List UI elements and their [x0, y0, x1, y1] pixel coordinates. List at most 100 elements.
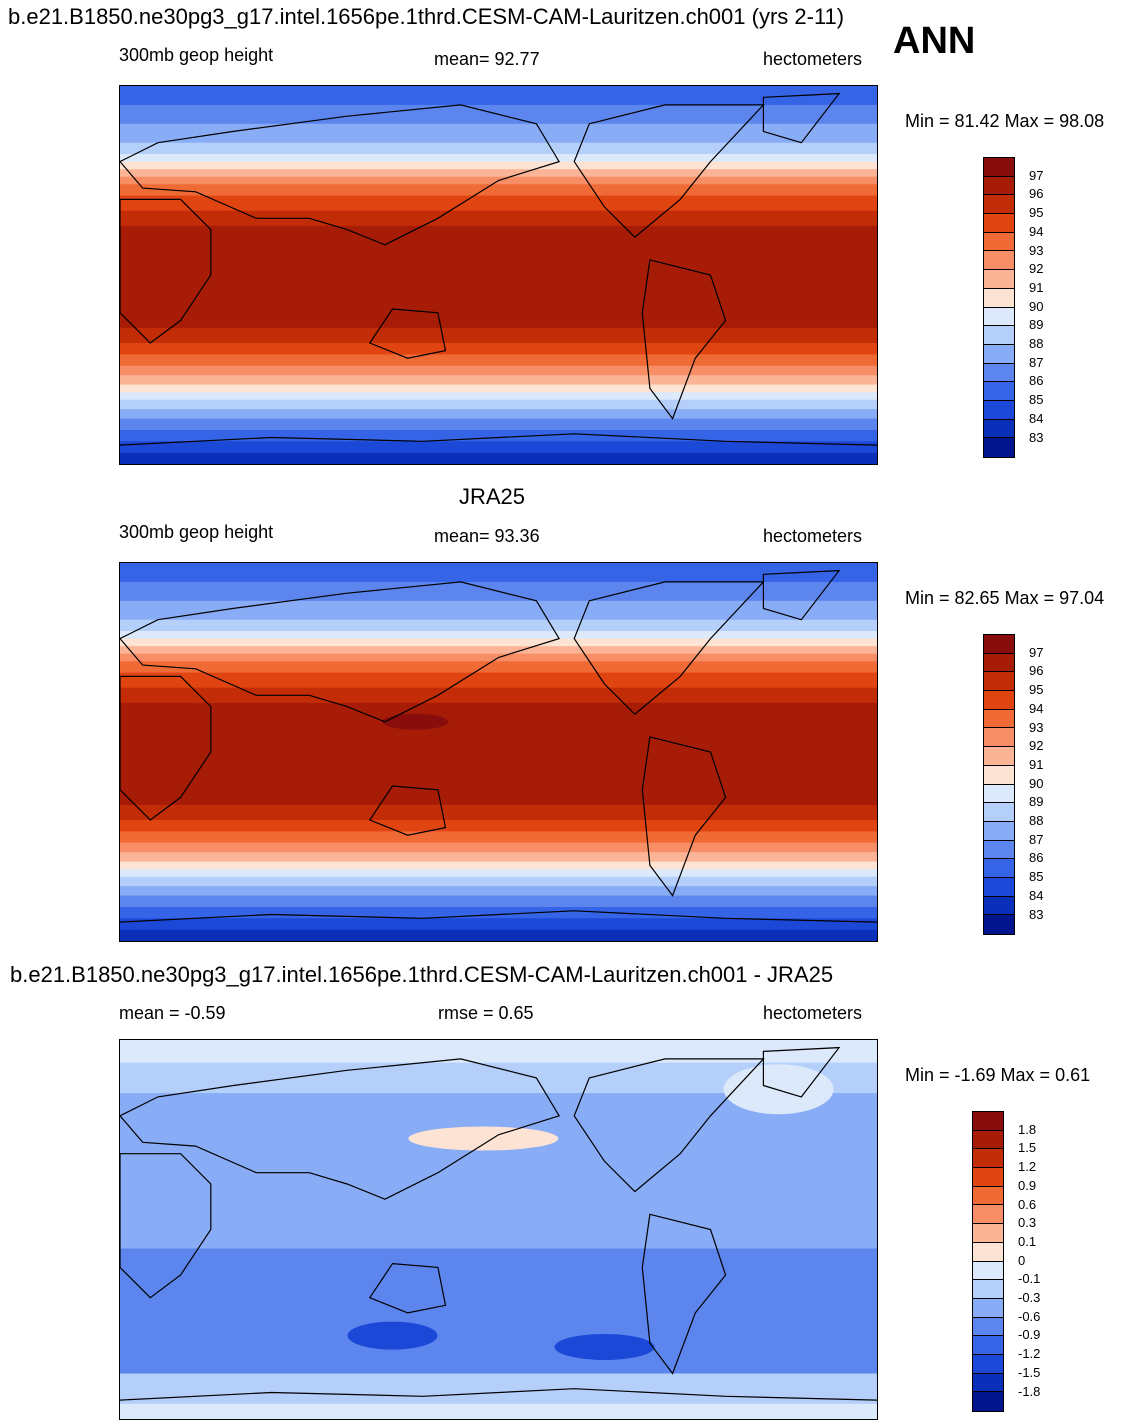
coastline — [641, 1213, 727, 1375]
coastline — [368, 308, 447, 359]
map-contour-band — [120, 1373, 877, 1405]
colorbar-swatch — [973, 1205, 1003, 1225]
colorbar-label: 87 — [1029, 354, 1044, 370]
colorbar-label: 1.5 — [1018, 1140, 1037, 1156]
map-contour-band — [120, 430, 877, 442]
coastline — [641, 259, 727, 420]
map-contour-anomaly — [554, 1333, 655, 1360]
colorbar-swatch — [984, 176, 1014, 196]
map-contour-band — [120, 409, 877, 420]
colorbar-label: 95 — [1029, 205, 1044, 221]
coastline — [762, 569, 841, 621]
colorbar-label: 86 — [1029, 850, 1044, 866]
colorbar-swatch — [984, 709, 1014, 729]
colorbar-label: 85 — [1029, 869, 1044, 885]
map-contour-band — [120, 702, 877, 806]
map-contour-band — [120, 154, 877, 163]
map-contour-anomaly — [723, 1064, 834, 1115]
map-contour-band — [120, 365, 877, 376]
panel2-minmax: Min = 82.65 Max = 97.04 — [905, 588, 1105, 608]
panel2-map — [119, 562, 878, 942]
map-contour-band — [120, 452, 877, 464]
colorbar-label: -1.2 — [1018, 1346, 1041, 1362]
map-contour-band — [120, 441, 877, 454]
map-contour-band — [120, 86, 877, 106]
colorbar-swatch — [984, 803, 1014, 822]
coastline — [368, 1262, 447, 1314]
map-contour-band — [120, 918, 877, 931]
colorbar-label: 93 — [1029, 242, 1044, 258]
colorbar-label: 88 — [1029, 336, 1044, 351]
colorbar-label: 97 — [1029, 644, 1044, 660]
colorbar-swatch — [984, 691, 1014, 710]
colorbar-swatch — [984, 363, 1014, 383]
colorbar-label: 86 — [1029, 373, 1044, 389]
colorbar-label: 92 — [1029, 738, 1044, 754]
colorbar-swatch — [984, 307, 1014, 327]
colorbar-label: -1.5 — [1018, 1364, 1041, 1380]
colorbar-label: -1.8 — [1018, 1383, 1041, 1399]
map-contour-band — [120, 418, 877, 431]
colorbar-swatch — [973, 1336, 1003, 1355]
map-contour-band — [120, 687, 877, 704]
colorbar-swatch — [973, 1392, 1003, 1411]
panel3-minmax: Min = -1.69 Max = 0.61 — [905, 1065, 1091, 1085]
colorbar-swatch — [973, 1242, 1003, 1262]
coastline — [573, 581, 765, 716]
colorbar-swatch — [984, 382, 1014, 401]
colorbar-label: 89 — [1029, 794, 1044, 810]
colorbar-swatch — [984, 195, 1014, 215]
colorbar-swatch — [973, 1261, 1003, 1281]
map-contour-band — [120, 210, 877, 227]
colorbar-label: 90 — [1029, 298, 1044, 314]
panel1-title: b.e21.B1850.ne30pg3_g17.intel.1656pe.1th… — [8, 4, 845, 29]
colorbar-label: 85 — [1029, 392, 1044, 408]
map-contour-band — [120, 820, 877, 832]
colorbar-swatch — [984, 158, 1014, 177]
map-contour-band — [120, 831, 877, 844]
panel1-right-label: hectometers — [763, 49, 863, 69]
panel1-left-label: 300mb geop height — [119, 45, 274, 65]
colorbar-swatch — [984, 672, 1014, 692]
map-contour-band — [120, 142, 877, 155]
map-contour-band — [120, 804, 877, 821]
map-contour-band — [120, 327, 877, 344]
panel2-title: JRA25 — [459, 484, 526, 509]
map-contour-band — [120, 895, 877, 908]
panel2-left-label: 300mb geop height — [119, 522, 274, 542]
colorbar-label: 0.6 — [1018, 1196, 1037, 1212]
colorbar-label: 0.3 — [1018, 1215, 1037, 1231]
colorbar-label: 96 — [1029, 186, 1044, 202]
coastline — [120, 1388, 877, 1401]
colorbar-swatch — [973, 1149, 1003, 1169]
map-contour-band — [120, 929, 877, 941]
colorbar-label: 84 — [1029, 410, 1044, 426]
map-contour-max — [382, 713, 449, 730]
colorbar-swatch — [984, 653, 1014, 673]
coastline — [120, 104, 561, 246]
colorbar-label: 91 — [1029, 756, 1044, 772]
coastline — [120, 910, 877, 923]
colorbar-label: -0.1 — [1018, 1271, 1041, 1287]
map-contour-band — [120, 861, 877, 870]
map-contour-band — [120, 672, 877, 689]
panel3-colorbar: 1.8 1.5 1.2 0.9 0.6 0.3 0.1 0 -0.1 -0.3 -0.6 -0.9 -1… — [972, 1111, 1040, 1412]
map-contour-band — [120, 343, 877, 355]
coastline — [573, 1058, 765, 1193]
map-contour-band — [120, 646, 877, 655]
colorbar-swatch — [984, 896, 1014, 916]
colorbar-label: -0.6 — [1018, 1308, 1041, 1324]
colorbar-swatch — [984, 840, 1014, 860]
map-contour-band — [120, 1248, 877, 1306]
map-contour-band — [120, 842, 877, 853]
panel3-right-label: hectometers — [763, 1003, 863, 1023]
colorbar-label: 93 — [1029, 719, 1044, 735]
colorbar-swatch — [984, 821, 1014, 841]
coastline — [641, 736, 727, 897]
coastline — [120, 198, 212, 344]
coastline — [120, 1058, 561, 1200]
colorbar-box — [972, 1111, 1004, 1412]
map-contour-band — [120, 399, 877, 410]
map-contour-band — [120, 195, 877, 212]
colorbar-swatch — [984, 419, 1014, 439]
